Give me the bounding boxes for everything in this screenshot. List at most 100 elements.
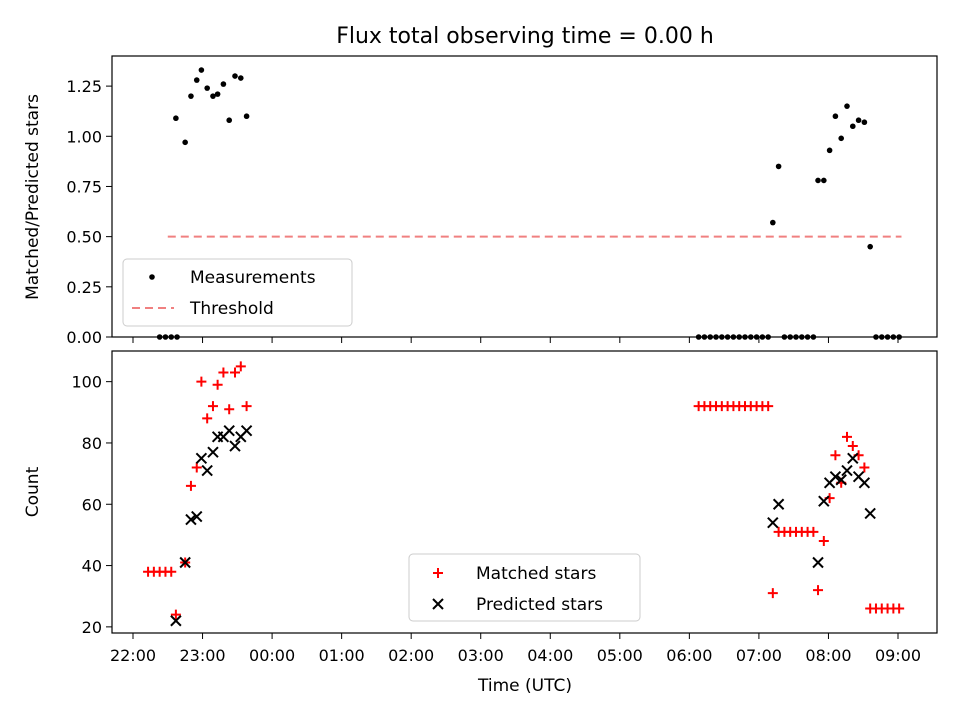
measurement-point	[214, 91, 221, 97]
matched-stars-point	[813, 585, 824, 596]
matched-stars-point	[230, 367, 240, 378]
measurement-point	[759, 334, 766, 340]
axes-frame	[111, 350, 938, 634]
x-tick-label: 03:00	[458, 646, 504, 665]
predicted-stars-point	[170, 615, 182, 627]
x-tick-label: 23:00	[179, 646, 225, 665]
predicted-stars-point	[835, 474, 847, 486]
measurement-point	[873, 334, 879, 340]
measurement-point	[765, 334, 771, 340]
matched-stars-point	[235, 361, 246, 372]
measurement-point	[156, 334, 163, 340]
y-tick-label: 1.25	[66, 77, 102, 96]
x-tick-label: 01:00	[319, 646, 365, 665]
predicted-stars-point	[841, 464, 853, 477]
y-axis-label: Count	[23, 466, 43, 517]
matched-stars-point	[196, 376, 207, 387]
y-tick-label: 1.00	[66, 127, 102, 146]
matched-stars-point	[808, 526, 819, 537]
measurement-point	[204, 85, 210, 91]
y-tick-label: 40	[82, 557, 102, 576]
y-tick-label: 100	[71, 373, 102, 392]
measurement-point	[884, 334, 891, 340]
x-axis-label: Time (UTC)	[477, 676, 572, 696]
predicted-stars-point	[812, 556, 824, 569]
measurement-point	[707, 334, 714, 340]
measurement-point	[844, 103, 850, 109]
measurement-point	[162, 334, 169, 340]
measurement-point	[867, 243, 873, 250]
measurement-point	[747, 334, 754, 340]
predicted-stars-point	[191, 510, 203, 523]
measurement-point	[810, 334, 817, 340]
measurement-point	[182, 139, 188, 146]
x-tick-label: 07:00	[736, 646, 782, 665]
measurement-point	[787, 334, 794, 340]
matched-stars-point	[166, 566, 177, 577]
matched-stars-point	[830, 450, 841, 461]
predicted-stars-point	[223, 424, 235, 437]
predicted-stars-point	[179, 556, 191, 569]
measurement-point	[198, 67, 205, 73]
measurement-point	[890, 334, 897, 340]
measurement-point	[724, 334, 731, 340]
measurement-point	[781, 334, 788, 340]
matched-stars-point	[894, 603, 905, 614]
measurement-point	[775, 163, 782, 170]
measurement-point	[826, 147, 833, 154]
legend: Matched stars Predicted stars	[408, 553, 641, 622]
matched-stars-point	[170, 609, 181, 620]
y-axis-label: Matched/Predicted stars	[23, 94, 43, 300]
x-tick-label: 02:00	[388, 646, 434, 665]
x-tick-label: 08:00	[805, 646, 851, 665]
measurement-point	[770, 219, 776, 226]
legend-matched-marker	[433, 568, 443, 578]
predicted-stars-point	[201, 464, 213, 477]
matched-stars-point	[212, 379, 223, 390]
figure-title: Flux total observing time = 0.00 h	[336, 24, 714, 49]
measurement-point	[174, 334, 180, 340]
matched-stars-point	[767, 588, 778, 599]
measurement-point	[701, 334, 708, 340]
measurement-point	[232, 73, 238, 79]
y-tick-label: 20	[82, 618, 102, 637]
x-tick-label: 00:00	[249, 646, 295, 665]
predicted-stars-point	[864, 507, 876, 520]
matched-stars-point	[763, 401, 774, 412]
matched-stars-point	[241, 401, 252, 412]
y-tick-label: 0.50	[66, 228, 102, 247]
axes-frame	[111, 55, 938, 338]
legend-label: Measurements	[190, 268, 316, 288]
measurement-point	[220, 81, 227, 87]
legend-box	[408, 553, 641, 622]
measurement-point	[226, 117, 233, 124]
predicted-stars-point	[240, 424, 253, 437]
measurement-point	[753, 334, 760, 340]
legend-measurements-marker	[149, 274, 155, 280]
measurement-point	[695, 334, 702, 340]
measurement-point	[849, 123, 856, 130]
measurement-point	[243, 113, 250, 120]
matched-stars-point	[202, 413, 213, 424]
measurement-point	[838, 135, 845, 142]
measurement-point	[832, 113, 839, 120]
predicted-stars-point	[767, 516, 779, 529]
x-tick-label: 06:00	[666, 646, 712, 665]
measurement-point	[861, 119, 868, 126]
x-tick-label: 04:00	[527, 646, 573, 665]
matched-stars-point	[185, 480, 196, 491]
matched-stars-point	[207, 401, 218, 412]
matched-stars-point	[191, 462, 202, 473]
count-panel: 20 40 60 80 100 Count 22:00 23:00 00:00 01:00 02:0…	[23, 350, 938, 665]
predicted-stars-point	[818, 495, 830, 507]
matched-stars-point	[218, 367, 229, 378]
matched-stars-point	[818, 536, 829, 547]
y-tick-label: 0.00	[66, 328, 102, 347]
x-tick-label: 09:00	[875, 646, 921, 665]
measurement-point	[798, 334, 805, 340]
measurement-point	[742, 334, 748, 340]
measurement-point	[730, 334, 737, 340]
measurement-point	[821, 177, 827, 184]
measurement-point	[168, 334, 175, 340]
